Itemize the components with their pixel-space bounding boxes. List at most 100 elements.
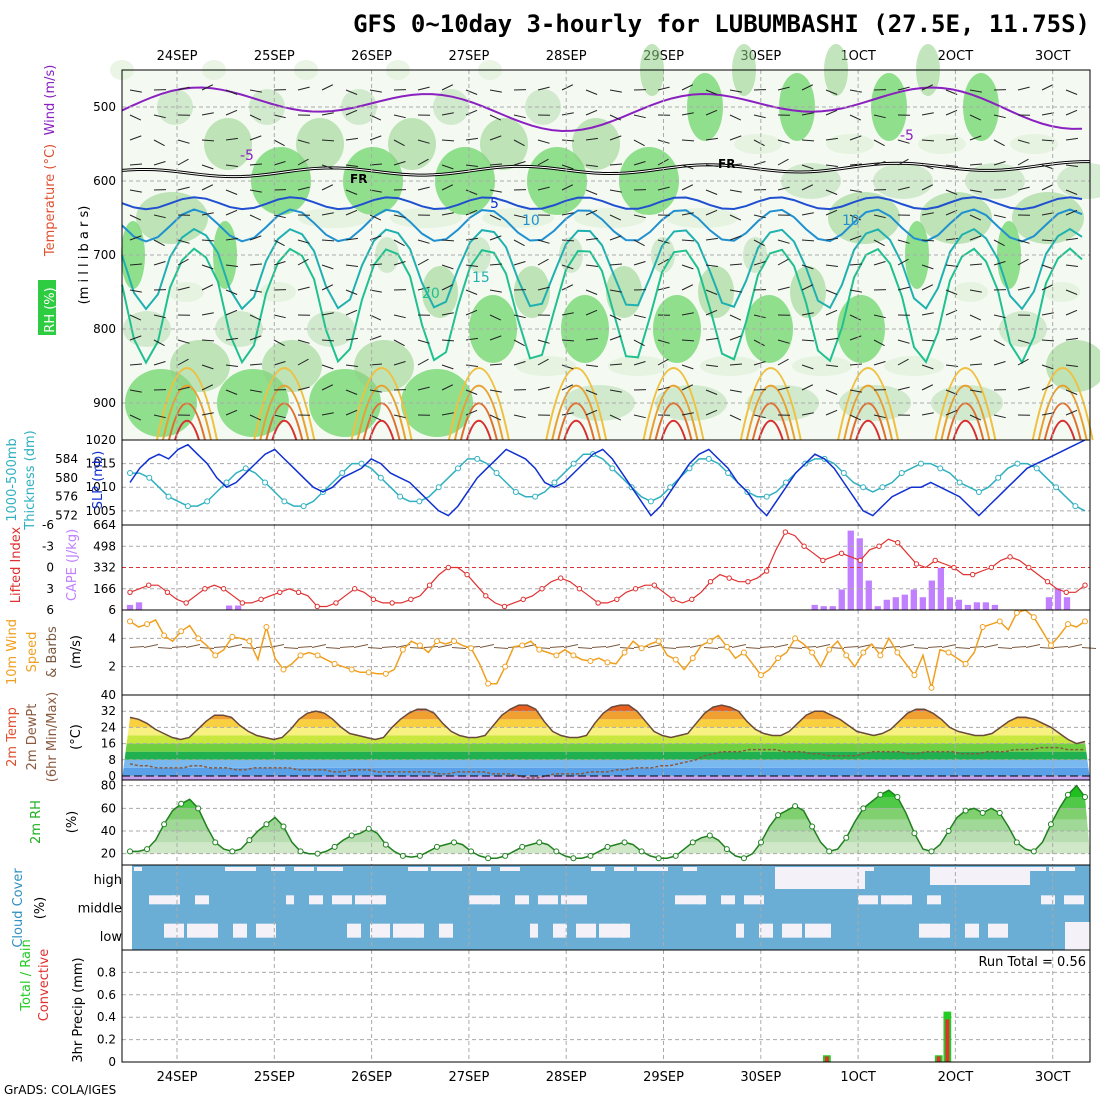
cape-bar	[847, 530, 854, 610]
wind-barb	[633, 139, 645, 147]
thickness-line-point	[358, 460, 365, 467]
wind-barb	[585, 237, 598, 241]
temperature-contour	[459, 402, 498, 441]
wind-barb	[369, 263, 382, 266]
rh-line-point	[672, 852, 679, 859]
wind-barb	[201, 264, 214, 270]
cape-bar	[135, 602, 143, 610]
wind-axis-unit: (m/s)	[69, 635, 84, 669]
wind-barb	[801, 264, 814, 270]
wind-barb	[225, 237, 238, 241]
cloud-patch	[675, 895, 701, 905]
wind-barb	[1041, 412, 1054, 416]
wind-barb	[1041, 239, 1055, 242]
wind-barb	[729, 289, 742, 293]
wind-barb	[393, 239, 405, 247]
wind-barb	[369, 135, 382, 141]
temperature-contour	[168, 402, 206, 441]
slp-line	[129, 439, 1086, 517]
thickness-line-point	[454, 465, 461, 472]
wind-frame	[121, 609, 1091, 696]
wind-barb	[489, 314, 502, 321]
rh-patch	[390, 208, 462, 228]
wind-barb	[921, 412, 934, 416]
wind-barb	[345, 109, 358, 116]
wind-barb	[465, 209, 478, 216]
cloud-patch	[332, 895, 352, 905]
wind-barb	[705, 137, 718, 141]
wind-barb	[465, 189, 478, 195]
wind-barb	[945, 189, 958, 195]
temperature-contour	[1031, 367, 1094, 441]
wind-barb	[201, 164, 214, 170]
wind-barb	[153, 214, 166, 219]
wind-barb	[705, 209, 718, 216]
cloud-patch	[988, 923, 1008, 938]
wind-barb	[441, 384, 454, 391]
rh-line-point	[1013, 839, 1020, 846]
top-date-label: 25SEP	[254, 49, 295, 64]
wind-barb	[201, 412, 214, 416]
wind-barb	[129, 114, 142, 121]
wind-barb	[513, 214, 526, 219]
wind-barb	[513, 239, 525, 247]
lifted-index-line	[129, 531, 1086, 608]
thickness-line-point	[1033, 465, 1040, 472]
temperature-contour	[739, 367, 802, 441]
temperature-contour	[259, 384, 310, 441]
wind-barb	[825, 109, 838, 116]
wind-barb	[129, 89, 142, 93]
wind-barb	[417, 386, 430, 391]
rh-patch	[873, 163, 933, 199]
wind-barb	[921, 212, 934, 216]
li-tick: 3	[46, 582, 54, 596]
wind-barb	[993, 361, 1006, 366]
rh-patch	[482, 208, 554, 228]
wind-barb	[249, 263, 262, 266]
wind-barb	[681, 239, 695, 242]
10m-wind-barb	[143, 644, 159, 648]
wind-barb	[129, 189, 142, 193]
wind-barb	[177, 158, 189, 166]
wind-barb	[897, 86, 910, 91]
cloud-patch	[942, 923, 950, 938]
temperature-contour	[1037, 384, 1088, 441]
wind-barb	[129, 135, 142, 141]
rh-patch	[1057, 163, 1100, 199]
rh-line-point	[229, 848, 236, 855]
wind-barb	[465, 364, 478, 367]
wind-barb	[753, 239, 765, 247]
wind-barb	[561, 139, 575, 142]
wind-barb	[681, 364, 694, 370]
wind-barb	[297, 139, 310, 144]
lifted-index-point	[333, 600, 339, 606]
cloud-patch	[591, 867, 605, 871]
10m-wind-barb	[129, 646, 145, 648]
lifted-index-point	[501, 603, 508, 610]
thickness-line-point	[956, 479, 963, 486]
wind-speed-line-point	[161, 632, 168, 639]
rh-patch	[884, 356, 944, 376]
wind-barb	[921, 312, 934, 316]
lifted-index-point	[576, 586, 583, 592]
rh-patch	[608, 356, 668, 376]
wind-barb	[993, 139, 1005, 147]
rh-line-point	[996, 809, 1003, 816]
wind-barb	[393, 314, 406, 319]
rh-line-point	[757, 839, 764, 846]
wind-speed-line-point	[280, 666, 287, 673]
cloud-patch	[919, 923, 945, 938]
rh-patch	[666, 208, 738, 228]
wind-barb	[489, 89, 502, 93]
thickness-line-point	[339, 470, 346, 477]
wind-speed-line-point	[144, 621, 151, 628]
rh-line-point	[1030, 848, 1037, 855]
wind-barb	[801, 284, 814, 291]
wind-barb	[705, 389, 718, 395]
lifted-index-point	[258, 596, 264, 603]
10m-wind-barb	[927, 646, 943, 648]
precip-total-label: Total / Rain	[19, 939, 34, 1012]
wind-barb	[201, 112, 214, 116]
wind-speed-line-point	[331, 660, 338, 667]
cloud-patch	[317, 867, 343, 871]
